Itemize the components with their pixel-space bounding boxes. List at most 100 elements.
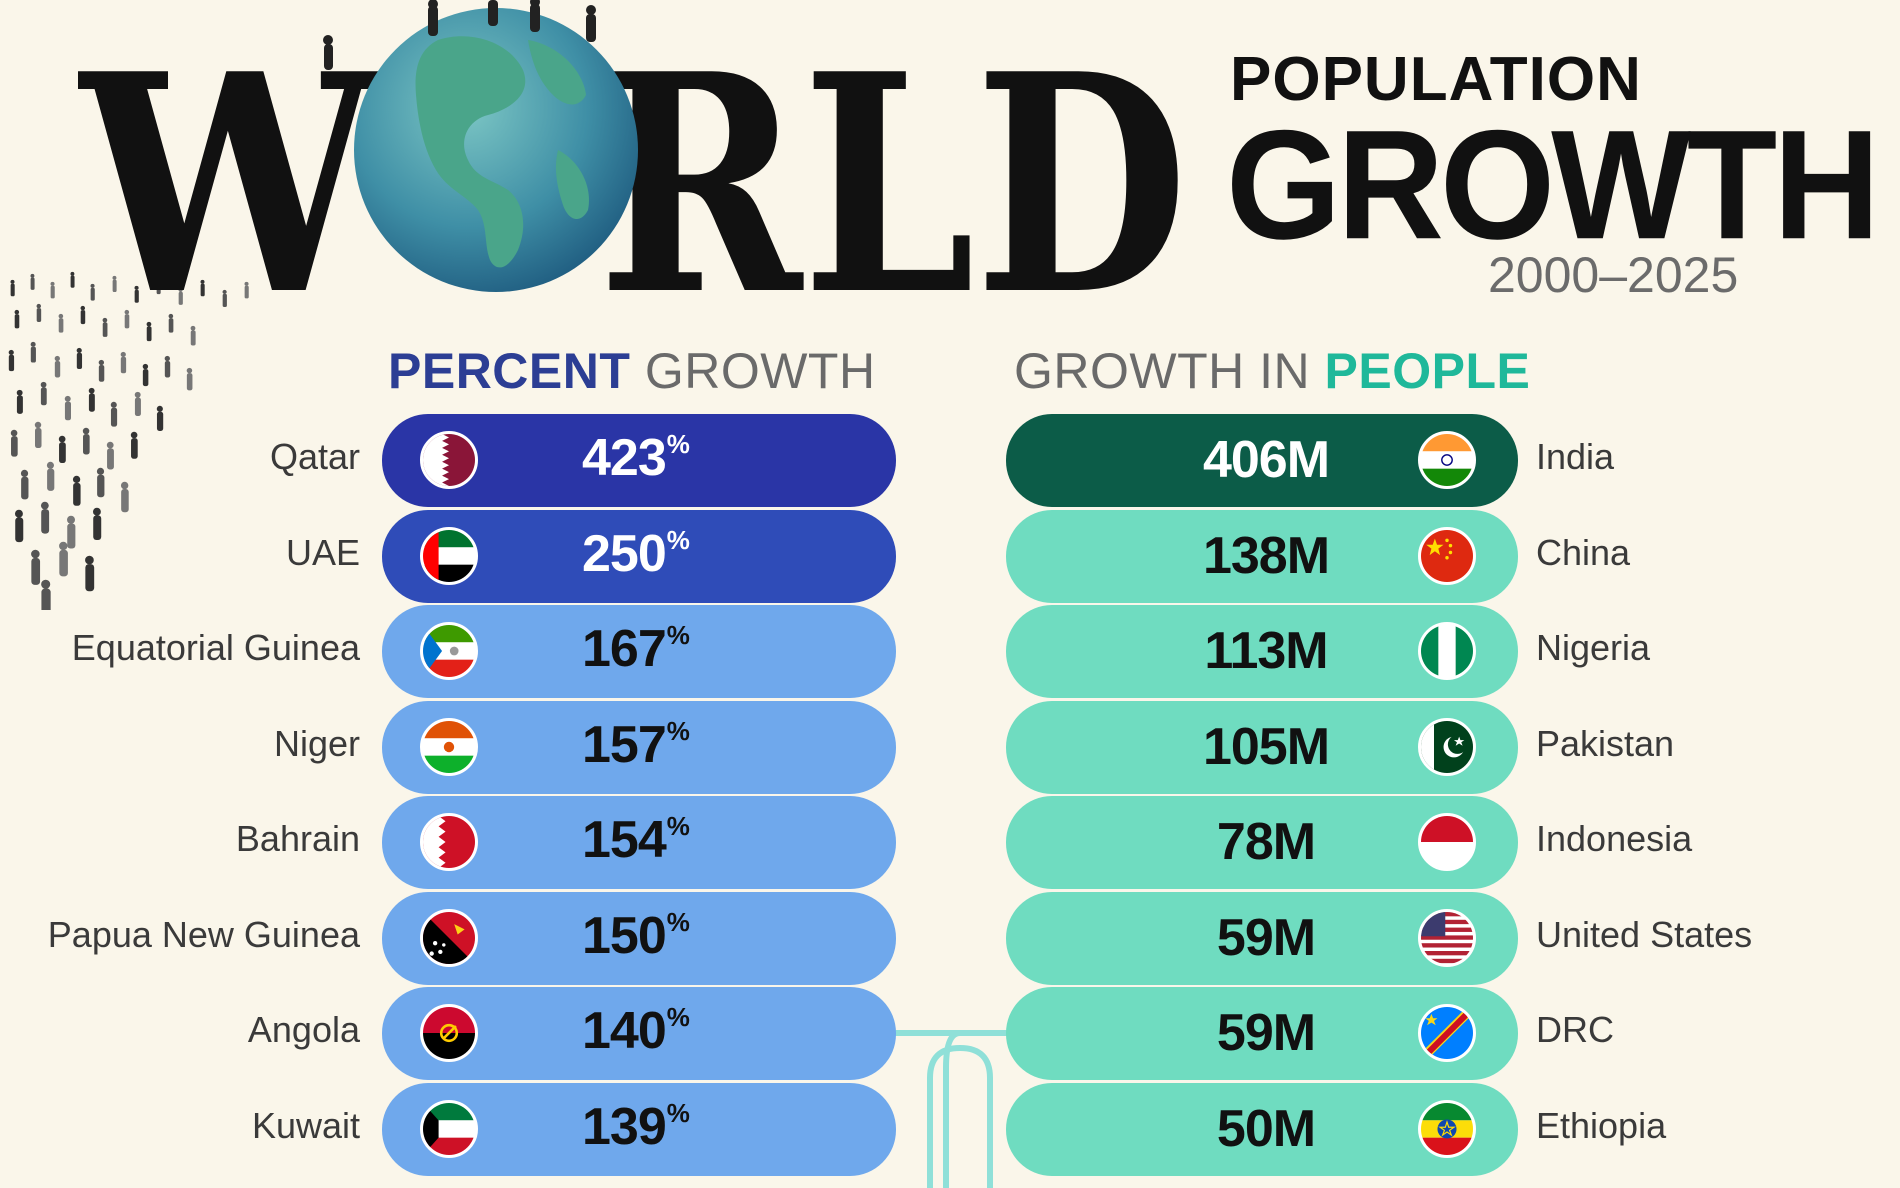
country-label: United States — [1536, 913, 1753, 955]
indonesia-flag-icon — [1418, 813, 1476, 871]
percent-value-number: 139 — [582, 1097, 667, 1156]
kuwait-flag-icon — [420, 1099, 478, 1158]
person-figure — [8, 349, 15, 372]
country-label: Angola — [247, 1009, 360, 1050]
person-figure — [58, 435, 66, 464]
ethiopia-flag-icon — [1418, 1099, 1476, 1158]
people-bar: 50M — [1006, 1082, 1518, 1176]
person-figure — [120, 351, 127, 374]
person-figure — [72, 475, 81, 506]
people-value-label: 138M — [1202, 526, 1330, 585]
world-title: W RLD — [78, 28, 1188, 308]
person-figure — [31, 549, 41, 585]
person-figure — [41, 579, 51, 610]
person-figure — [67, 515, 76, 549]
people-value-label: 50M — [1216, 1099, 1316, 1158]
people-value-label: 78M — [1216, 813, 1316, 871]
percent-unit: % — [666, 715, 690, 746]
person-figure — [10, 429, 18, 457]
country-label: Indonesia — [1536, 818, 1693, 859]
person-figure — [36, 303, 42, 322]
percent-value-number: 157 — [582, 715, 667, 774]
people-value-label: 406M — [1202, 431, 1330, 489]
person-figure — [85, 555, 95, 592]
person-figure — [92, 507, 102, 540]
percent-value-number: 154 — [582, 811, 667, 869]
percent-value-label: 154% — [582, 810, 690, 870]
person-figure — [20, 469, 29, 500]
people-value-label: 105M — [1202, 717, 1330, 776]
png-flag-icon — [420, 908, 478, 967]
country-label: Pakistan — [1536, 722, 1675, 764]
qatar-flag-icon — [420, 431, 478, 489]
bahrain-flag-icon — [420, 813, 478, 871]
crowd-illustration — [8, 271, 249, 610]
person-figure — [112, 275, 117, 293]
person-figure — [30, 341, 36, 363]
person-figure — [102, 317, 108, 337]
person-figure — [164, 355, 171, 378]
person-figure — [90, 283, 95, 301]
people-value-label: 113M — [1204, 622, 1328, 680]
person-figure — [10, 279, 15, 297]
percent-bar: 139% — [382, 1082, 896, 1176]
percent-value-label: 150% — [582, 906, 690, 966]
country-label: Papua New Guinea — [47, 913, 360, 955]
years-label: 2000–2025 — [1488, 247, 1739, 303]
percent-bar: 167% — [382, 605, 896, 698]
country-label: Kuwait — [251, 1104, 360, 1146]
person-figure — [80, 305, 86, 325]
country-label: Qatar — [269, 436, 360, 477]
country-label: Bahrain — [235, 818, 360, 859]
person-figure — [64, 395, 72, 421]
people-bar: 406M — [1006, 414, 1518, 507]
person-figure — [70, 271, 75, 288]
percent-unit: % — [666, 811, 690, 841]
person-figure — [34, 421, 42, 449]
person-figure — [156, 277, 161, 295]
percent-heading-bold: PERCENT — [388, 343, 631, 399]
percent-unit: % — [666, 1002, 690, 1032]
person-figure — [88, 387, 95, 412]
world-title-left: W — [78, 28, 383, 308]
person-figure — [168, 313, 174, 333]
person-figure — [46, 461, 55, 491]
person-figure — [244, 281, 249, 299]
person-figure — [142, 363, 149, 387]
people-bar: 78M — [1006, 796, 1518, 889]
globe-icon — [323, 0, 638, 292]
percent-unit: % — [666, 620, 690, 650]
country-label: UAE — [285, 531, 360, 573]
person-figure — [110, 401, 118, 427]
person-figure — [58, 313, 64, 333]
connector-lines — [890, 1030, 1020, 1188]
population-label: POPULATION — [1230, 45, 1642, 114]
person-figure — [200, 279, 205, 297]
country-label: Nigeria — [1536, 627, 1651, 668]
person-figure — [54, 355, 61, 378]
growth-label: GROWTH — [1226, 98, 1880, 272]
equatorial-guinea-flag-icon — [420, 622, 478, 680]
person-figure — [106, 441, 114, 470]
percent-value-label: 423% — [582, 428, 690, 488]
person-figure — [222, 289, 227, 307]
percent-value-label: 140% — [582, 1001, 690, 1061]
person-figure — [124, 309, 130, 329]
people-bar: 59M — [1006, 987, 1518, 1080]
people-growth-heading: GROWTH IN PEOPLE — [1014, 342, 1530, 400]
person-figure — [98, 359, 105, 382]
person-figure — [186, 367, 193, 391]
country-label: India — [1536, 436, 1615, 477]
percent-bar: 157% — [382, 700, 896, 794]
percent-value-label: 157% — [582, 715, 690, 775]
percent-unit: % — [666, 429, 690, 459]
percent-value-number: 423 — [582, 429, 667, 487]
person-figure — [96, 467, 105, 498]
percent-value-number: 140 — [582, 1002, 667, 1060]
pakistan-flag-icon — [1418, 717, 1476, 776]
person-figure — [14, 309, 20, 329]
people-heading-bold: PEOPLE — [1324, 343, 1531, 399]
person-figure — [82, 427, 90, 455]
india-flag-icon — [1418, 431, 1476, 489]
country-label: China — [1536, 531, 1631, 573]
